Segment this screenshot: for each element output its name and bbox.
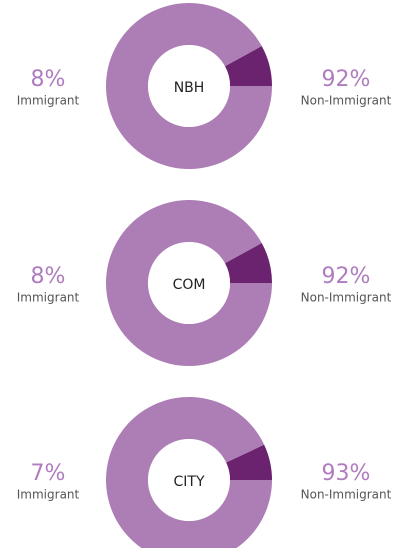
value-label: 92%: [322, 264, 371, 289]
value-label: 8%: [31, 264, 66, 289]
donut-slice: [105, 2, 272, 170]
value-label: 8%: [31, 67, 66, 92]
category-label: Immigrant: [17, 291, 80, 305]
donut-slice: [226, 444, 272, 480]
value-label: 93%: [322, 461, 371, 486]
category-label: Non-Immigrant: [301, 291, 392, 305]
donut-hole: [148, 242, 230, 324]
value-label: 7%: [31, 461, 66, 486]
donut-slice: [224, 46, 272, 86]
donut-hole: [148, 45, 230, 127]
center-label: COM: [173, 277, 206, 293]
donut-hole: [148, 439, 230, 521]
center-label: NBH: [174, 80, 205, 96]
category-label: Immigrant: [17, 488, 80, 502]
value-label: 92%: [322, 67, 371, 92]
donut-slice: [105, 199, 272, 366]
category-label: Non-Immigrant: [301, 94, 392, 108]
donut-slice: [106, 397, 272, 548]
category-label: Immigrant: [17, 94, 80, 108]
donut-slice: [224, 243, 272, 283]
center-label: CITY: [173, 474, 204, 490]
category-label: Non-Immigrant: [301, 488, 392, 502]
